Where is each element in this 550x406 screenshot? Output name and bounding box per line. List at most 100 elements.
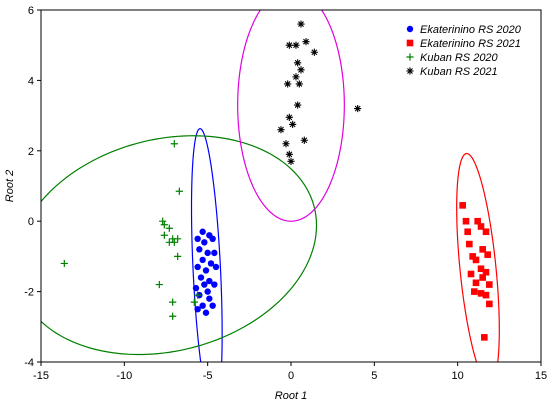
ellipse-0	[190, 128, 223, 362]
point-1-12	[467, 270, 475, 278]
ellipse-3	[237, 10, 345, 222]
point-3-10	[354, 104, 362, 113]
point-2-16	[194, 291, 202, 299]
y-tick-label-2: 0	[28, 216, 34, 228]
point-0-1	[194, 235, 201, 242]
confidence-ellipses	[41, 10, 500, 362]
point-1-16	[486, 281, 493, 288]
point-2-7	[174, 235, 182, 243]
point-3-12	[285, 113, 293, 121]
point-3-13	[289, 120, 297, 128]
point-3-9	[295, 80, 303, 88]
point-2-10	[174, 252, 182, 260]
point-3-7	[292, 73, 300, 81]
point-0-0	[199, 228, 206, 235]
point-0-23	[194, 306, 201, 313]
legend-label-2: Kuban RS 2020	[420, 52, 499, 64]
point-0-17	[192, 284, 200, 292]
point-1-8	[484, 251, 491, 258]
series-1	[459, 202, 493, 341]
point-1-9	[469, 253, 476, 260]
point-0-10	[194, 263, 201, 271]
y-tick-label-3: 2	[28, 146, 34, 158]
point-3-15	[300, 136, 308, 144]
point-1-0	[459, 202, 466, 209]
x-tick-label-4: 5	[371, 370, 377, 382]
point-1-1	[462, 217, 470, 225]
point-2-4	[165, 224, 173, 232]
x-tick-label-0: -15	[33, 370, 49, 382]
legend-marker-0	[406, 25, 414, 33]
series-0	[192, 228, 220, 316]
point-2-5	[160, 231, 168, 239]
point-2-1	[175, 187, 183, 195]
y-tick-label-4: 4	[28, 75, 34, 87]
point-0-20	[206, 295, 213, 302]
point-1-6	[466, 240, 473, 248]
point-1-21	[481, 334, 488, 341]
point-3-16	[282, 140, 290, 148]
series-2	[60, 140, 202, 320]
point-0-22	[209, 302, 216, 309]
point-1-3	[477, 223, 485, 230]
point-2-15	[169, 312, 177, 320]
legend-label-0: Ekaterinino RS 2020	[420, 24, 522, 36]
point-1-5	[482, 228, 490, 236]
point-2-11	[60, 259, 68, 268]
ellipse-1	[456, 152, 500, 362]
axes: -15 -10 -5 0 5 10 15 -4 -2 0 2 4 6	[24, 5, 547, 382]
point-2-13	[169, 298, 177, 306]
point-0-14	[206, 277, 213, 285]
point-1-13	[482, 268, 490, 276]
point-0-21	[199, 302, 206, 309]
point-3-18	[287, 157, 295, 165]
point-2-9	[170, 238, 178, 246]
point-3-6	[297, 66, 305, 74]
point-2-0	[170, 140, 178, 148]
y-tick-label-1: -2	[24, 287, 34, 299]
point-1-2	[474, 217, 481, 225]
point-2-3	[160, 221, 168, 229]
x-tick-label-3: 0	[288, 370, 294, 382]
y-tick-label-0: -4	[24, 357, 34, 369]
point-1-17	[477, 290, 485, 297]
legend-label-1: Ekaterinino RS 2021	[420, 38, 521, 50]
x-tick-label-1: -10	[116, 370, 132, 382]
point-3-1	[285, 41, 293, 49]
point-1-11	[477, 265, 485, 273]
point-0-4	[209, 235, 216, 242]
point-0-16	[211, 281, 218, 288]
point-1-10	[472, 256, 480, 264]
point-0-3	[201, 239, 208, 246]
data-points	[60, 20, 493, 341]
point-3-3	[302, 38, 310, 46]
series-3	[277, 20, 362, 165]
point-0-9	[207, 260, 215, 267]
point-0-11	[202, 267, 210, 274]
x-axis-label: Root 1	[275, 390, 307, 402]
point-1-4	[464, 228, 471, 236]
point-2-14	[190, 298, 198, 306]
y-tick-label-5: 6	[28, 5, 34, 17]
point-1-14	[479, 274, 486, 281]
x-tick-label-2: -5	[203, 370, 213, 382]
ellipse-2	[41, 135, 318, 356]
point-0-8	[199, 256, 206, 264]
point-3-11	[294, 101, 302, 109]
point-3-2	[292, 41, 300, 49]
point-0-12	[212, 263, 220, 271]
point-0-13	[197, 274, 205, 281]
legend-marker-3	[406, 67, 414, 75]
point-2-2	[159, 217, 167, 225]
point-1-15	[472, 279, 480, 287]
point-0-15	[201, 281, 208, 288]
legend-marker-2	[406, 53, 414, 61]
point-3-8	[284, 80, 292, 88]
point-2-12	[155, 280, 163, 289]
legend-label-3: Kuban RS 2021	[420, 66, 498, 78]
x-tick-label-6: 15	[535, 370, 547, 382]
y-axis-label: Root 2	[4, 170, 16, 202]
point-1-19	[482, 291, 490, 299]
point-3-0	[297, 20, 305, 28]
